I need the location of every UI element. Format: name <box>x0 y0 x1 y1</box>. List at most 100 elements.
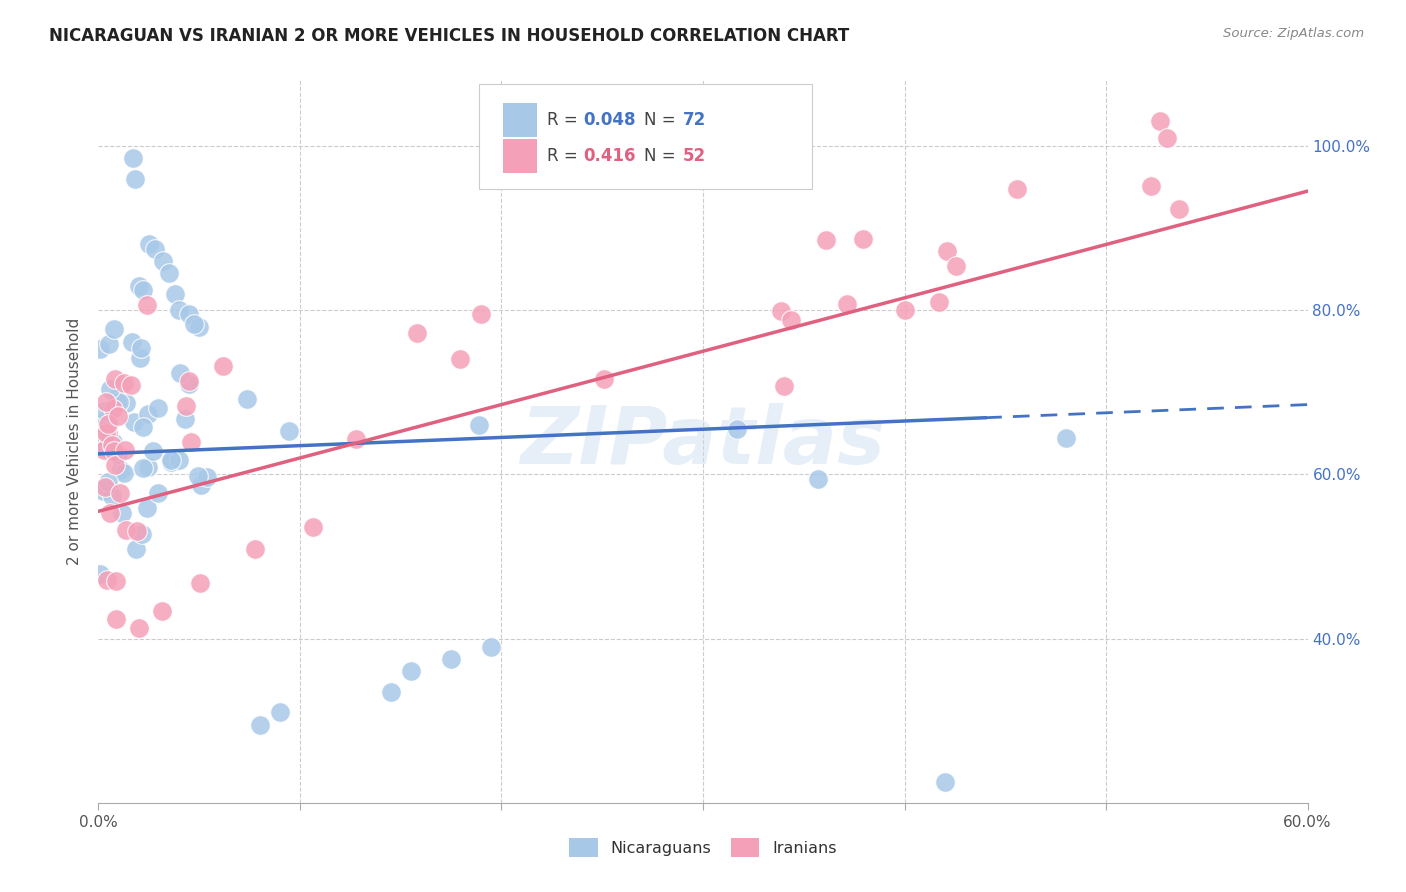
Point <box>344 432 367 446</box>
Point <box>780 312 803 326</box>
Text: 72: 72 <box>682 111 706 129</box>
Point <box>136 407 159 421</box>
Point <box>114 443 136 458</box>
Text: Source: ZipAtlas.com: Source: ZipAtlas.com <box>1223 27 1364 40</box>
Point <box>1005 182 1028 196</box>
Point <box>772 378 794 392</box>
Point <box>1149 114 1171 128</box>
Point <box>97 417 120 431</box>
Point <box>190 478 212 492</box>
Point <box>481 640 503 654</box>
Point <box>243 542 266 557</box>
Point <box>934 775 956 789</box>
Point <box>807 472 830 486</box>
Legend: Nicaraguans, Iranians: Nicaraguans, Iranians <box>562 831 844 863</box>
Point <box>138 237 160 252</box>
Point <box>97 475 120 490</box>
Point <box>835 296 858 310</box>
Point <box>190 575 212 590</box>
Point <box>1054 431 1077 445</box>
Point <box>108 486 131 500</box>
Point <box>449 352 471 367</box>
Point <box>135 298 157 312</box>
Point <box>945 260 967 274</box>
Point <box>1156 130 1178 145</box>
Text: 0.048: 0.048 <box>583 111 636 129</box>
Point <box>269 706 291 720</box>
Point <box>121 334 143 349</box>
Point <box>104 372 127 386</box>
Point <box>183 317 205 331</box>
Point <box>160 453 183 467</box>
Text: 0.416: 0.416 <box>583 147 636 165</box>
Text: R =: R = <box>547 147 583 165</box>
Point <box>115 523 138 537</box>
Point <box>169 366 191 380</box>
Point <box>143 242 166 256</box>
FancyBboxPatch shape <box>503 103 537 137</box>
Point <box>852 232 875 246</box>
Point <box>769 304 792 318</box>
Point <box>124 171 146 186</box>
Point <box>814 233 837 247</box>
Point <box>592 372 614 386</box>
Text: R =: R = <box>547 111 583 129</box>
Text: 52: 52 <box>682 147 706 165</box>
Point <box>468 418 491 433</box>
Point <box>94 404 117 418</box>
Point <box>128 621 150 635</box>
Point <box>163 286 186 301</box>
Point <box>1139 178 1161 193</box>
Point <box>101 434 124 449</box>
Point <box>725 422 748 436</box>
Point <box>152 253 174 268</box>
Point <box>187 468 209 483</box>
Point <box>104 611 127 625</box>
Point <box>104 458 127 472</box>
Point <box>136 501 159 516</box>
Text: N =: N = <box>644 147 681 165</box>
Point <box>249 718 271 732</box>
Point <box>93 442 115 457</box>
Point <box>120 378 142 392</box>
Point <box>101 401 124 416</box>
Point <box>122 415 145 429</box>
Point <box>108 394 131 409</box>
Point <box>894 302 917 317</box>
Point <box>131 461 153 475</box>
Point <box>399 665 422 679</box>
Point <box>128 278 150 293</box>
Point <box>104 574 127 588</box>
Point <box>103 322 125 336</box>
Point <box>96 441 118 455</box>
Point <box>94 419 117 434</box>
Point <box>935 244 957 258</box>
Text: N =: N = <box>644 111 681 129</box>
Point <box>129 351 152 365</box>
Point <box>96 573 118 587</box>
Point <box>94 394 117 409</box>
Point <box>115 396 138 410</box>
Point <box>150 604 173 618</box>
Point <box>174 399 197 413</box>
Point <box>107 395 129 409</box>
Point <box>179 307 201 321</box>
Point <box>121 151 143 165</box>
Point <box>112 466 135 480</box>
Point <box>1168 202 1191 217</box>
Point <box>131 527 153 541</box>
Point <box>112 376 135 390</box>
Point <box>107 447 129 461</box>
Point <box>132 420 155 434</box>
Text: ZIPatlas: ZIPatlas <box>520 402 886 481</box>
Point <box>98 506 121 520</box>
Point <box>97 337 120 351</box>
Point <box>278 424 301 438</box>
Point <box>177 376 200 391</box>
Point <box>101 438 124 452</box>
Point <box>406 326 429 340</box>
Point <box>131 342 153 356</box>
Point <box>195 470 218 484</box>
Point <box>180 435 202 450</box>
Point <box>96 413 118 427</box>
